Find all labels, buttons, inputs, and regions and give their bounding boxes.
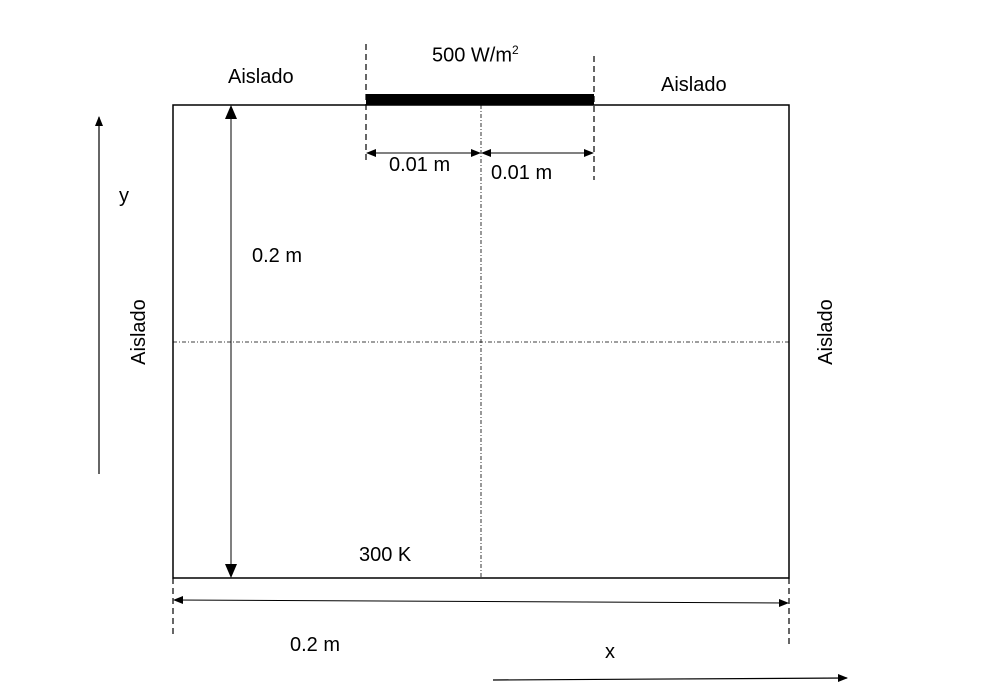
left-insulated-label: Aislado — [128, 299, 150, 365]
heat-flux-bar — [366, 94, 594, 105]
heat-flux-exponent: 2 — [512, 43, 519, 57]
heat-flux-label: 500 W/m2 — [432, 44, 519, 66]
x-axis-label: x — [605, 641, 615, 663]
top-right-insulated-label: Aislado — [661, 74, 727, 96]
y-axis-label: y — [119, 185, 129, 207]
right-insulated-label: Aislado — [815, 299, 837, 365]
half-right-label: 0.01 m — [491, 162, 553, 184]
width-dimension — [173, 596, 789, 607]
half-left-label: 0.01 m — [389, 154, 451, 176]
x-axis-arrow — [492, 674, 848, 683]
heat-flux-value: 500 W/m — [432, 44, 513, 67]
bottom-temperature-label: 300 K — [359, 544, 412, 566]
width-label: 0.2 m — [290, 634, 341, 656]
height-label: 0.2 m — [252, 245, 303, 267]
top-left-insulated-label: Aislado — [228, 66, 294, 88]
